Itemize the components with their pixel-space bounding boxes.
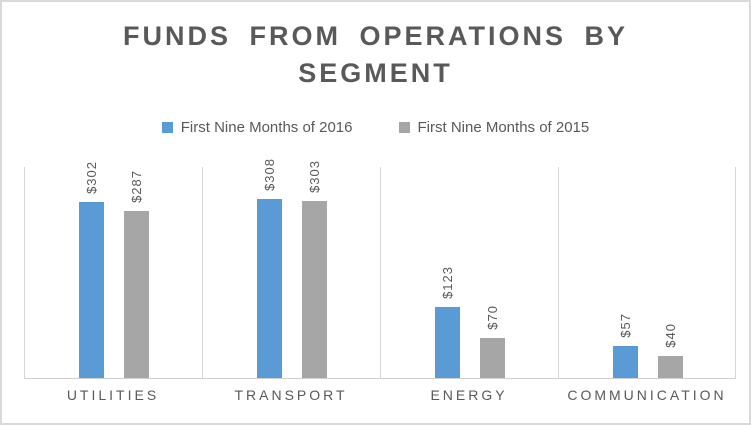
legend-swatch-icon [161, 122, 173, 133]
bar [124, 211, 149, 379]
bar [613, 346, 638, 379]
bar [302, 201, 327, 379]
category-axis-label: TRANSPORT [234, 387, 348, 403]
chart-title: FUNDS FROM OPERATIONS BY SEGMENT [122, 21, 628, 88]
bar [658, 356, 683, 379]
gridline [558, 167, 559, 379]
bar-data-label: $57 [618, 313, 633, 338]
bar [435, 307, 460, 379]
gridline [24, 167, 25, 379]
legend-item: First Nine Months of 2015 [398, 119, 590, 136]
category-axis-label: COMMUNICATION [567, 387, 727, 403]
bar [480, 338, 505, 379]
bar [79, 202, 104, 379]
legend-label: First Nine Months of 2015 [417, 119, 590, 136]
bar-data-label: $303 [307, 160, 322, 193]
legend-item: First Nine Months of 2016 [161, 119, 353, 136]
category-axis-label: UTILITIES [66, 387, 160, 403]
gridline [380, 167, 381, 379]
legend-label: First Nine Months of 2016 [180, 119, 353, 136]
gridline [202, 167, 203, 379]
x-axis-line [24, 378, 736, 379]
bar-data-label: $302 [84, 161, 99, 194]
bar-data-label: $70 [485, 305, 500, 330]
bar [257, 199, 282, 379]
category-axis-label: ENERGY [430, 387, 508, 403]
gridline [735, 167, 736, 379]
legend-swatch-icon [398, 122, 410, 133]
bar-data-label: $287 [129, 170, 144, 203]
legend: First Nine Months of 2016 First Nine Mont… [2, 119, 749, 136]
bar-data-label: $123 [440, 266, 455, 299]
bar-data-label: $308 [262, 158, 277, 191]
bar-data-label: $40 [663, 323, 678, 348]
plot-area: $302 $287 $308 $303 $123 $70 $57 $40 [24, 158, 736, 379]
